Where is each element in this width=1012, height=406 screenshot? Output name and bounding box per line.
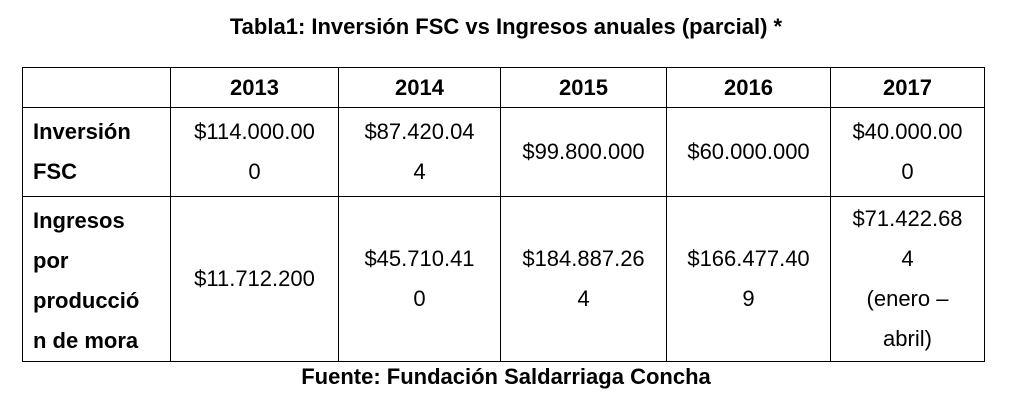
header-cell-empty bbox=[22, 67, 171, 108]
cell-line: $87.420.04 bbox=[364, 119, 475, 144]
table-row-inversion: Inversión FSC $114.000.00 0 $87.420.04 4… bbox=[22, 107, 985, 197]
cell-ingresos-2017: $71.422.68 4 (enero – abril) bbox=[830, 196, 985, 362]
table-title: Tabla1: Inversión FSC vs Ingresos anuale… bbox=[229, 14, 783, 39]
cell-line: $184.887.26 bbox=[522, 246, 645, 271]
cell-line: abril) bbox=[883, 326, 932, 351]
row-label-line: por bbox=[33, 248, 69, 273]
source-caption: Fuente: Fundación Saldarriaga Concha bbox=[301, 364, 711, 389]
header-cell-2014: 2014 bbox=[338, 67, 501, 108]
cell-line: 4 bbox=[413, 159, 426, 184]
cell-line: $114.000.00 bbox=[194, 119, 315, 144]
cell-inversion-2013: $114.000.00 0 bbox=[170, 107, 339, 197]
investment-income-table: 2013 2014 2015 2016 2017 Inversión FSC $… bbox=[22, 67, 985, 362]
cell-line: (enero – bbox=[866, 286, 949, 311]
row-label-line: Ingresos bbox=[33, 208, 125, 233]
header-cell-2016: 2016 bbox=[666, 67, 831, 108]
cell-inversion-2016: $60.000.000 bbox=[666, 107, 831, 197]
cell-line: 4 bbox=[577, 286, 590, 311]
cell-ingresos-2016: $166.477.40 9 bbox=[666, 196, 831, 362]
cell-line: $40.000.00 bbox=[852, 119, 963, 144]
cell-line: 0 bbox=[413, 286, 426, 311]
cell-inversion-2015: $99.800.000 bbox=[500, 107, 667, 197]
header-cell-2013: 2013 bbox=[170, 67, 339, 108]
cell-ingresos-2013: $11.712.200 bbox=[170, 196, 339, 362]
row-label-line: FSC bbox=[33, 159, 77, 184]
cell-line: $166.477.40 bbox=[687, 246, 810, 271]
cell-line: $99.800.000 bbox=[522, 139, 645, 164]
row-label-ingresos: Ingresos por producció n de mora bbox=[22, 196, 171, 362]
header-cell-2015: 2015 bbox=[500, 67, 667, 108]
row-label-line: producció bbox=[33, 288, 140, 313]
row-label-line: Inversión bbox=[33, 119, 131, 144]
row-label-line: n de mora bbox=[33, 328, 139, 353]
cell-line: 4 bbox=[901, 246, 914, 271]
cell-line: 0 bbox=[901, 159, 914, 184]
table-row-ingresos: Ingresos por producció n de mora $11.712… bbox=[22, 196, 985, 362]
cell-ingresos-2015: $184.887.26 4 bbox=[500, 196, 667, 362]
table-header-row: 2013 2014 2015 2016 2017 bbox=[22, 67, 985, 108]
cell-line: $11.712.200 bbox=[194, 266, 315, 291]
row-label-inversion: Inversión FSC bbox=[22, 107, 171, 197]
cell-line: $45.710.41 bbox=[364, 246, 475, 271]
cell-line: 9 bbox=[742, 286, 755, 311]
cell-inversion-2014: $87.420.04 4 bbox=[338, 107, 501, 197]
cell-line: $60.000.000 bbox=[687, 139, 810, 164]
cell-ingresos-2014: $45.710.41 0 bbox=[338, 196, 501, 362]
header-cell-2017: 2017 bbox=[830, 67, 985, 108]
cell-line: 0 bbox=[248, 159, 261, 184]
cell-line: $71.422.68 bbox=[852, 206, 963, 231]
cell-inversion-2017: $40.000.00 0 bbox=[830, 107, 985, 197]
